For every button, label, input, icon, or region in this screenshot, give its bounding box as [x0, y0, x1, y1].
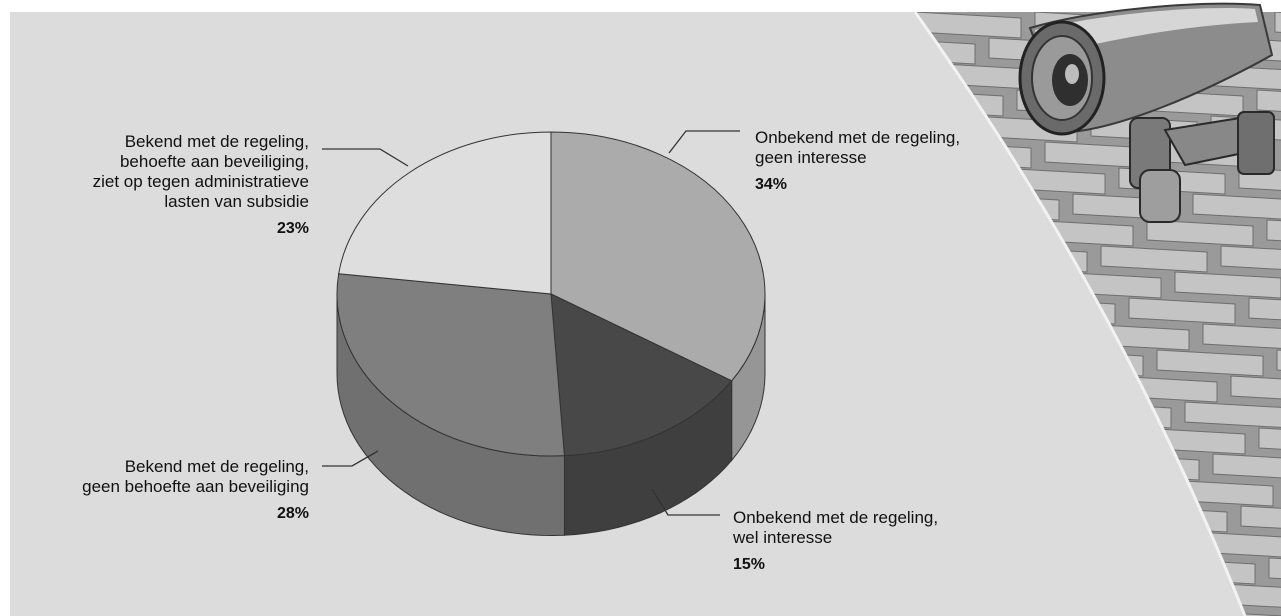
slice-label-onbekend-geen-interesse: Onbekend met de regeling, geen interesse… [755, 128, 960, 195]
slice-percentage: 28% [276, 505, 309, 522]
label-line: Onbekend met de regeling, [755, 128, 961, 147]
slice-label-onbekend-wel-interesse: Onbekend met de regeling, wel interesse … [733, 508, 938, 575]
pie-slice [336, 273, 565, 457]
label-line: geen interesse [755, 148, 867, 167]
pie-slice [338, 131, 552, 295]
leader-line [322, 450, 379, 467]
label-line: ziet op tegen administratieve [92, 172, 309, 191]
label-line: behoefte aan beveiliging, [119, 152, 309, 171]
pie-slice [550, 293, 733, 457]
label-line: Onbekend met de regeling, [733, 508, 939, 527]
pie-slice [550, 131, 766, 382]
leader-line [668, 130, 740, 154]
label-line: Bekend met de regeling, [124, 457, 309, 476]
slice-percentage: 15% [733, 556, 766, 573]
slice-label-bekend-geen-behoefte: Bekend met de regeling, geen behoefte aa… [82, 457, 309, 524]
slice-percentage: 23% [276, 220, 309, 237]
leader-lines [322, 130, 740, 516]
leader-line [651, 488, 720, 516]
security-camera-icon [1018, 2, 1275, 223]
label-line: wel interesse [733, 528, 833, 547]
label-line: geen behoefte aan beveiliging [82, 477, 309, 496]
slice-percentage: 34% [755, 176, 788, 193]
label-line: lasten van subsidie [164, 192, 309, 211]
label-line: Bekend met de regeling, [124, 132, 309, 151]
pie-chart [336, 131, 766, 537]
leader-line [322, 148, 409, 167]
slice-label-bekend-behoefte: Bekend met de regeling, behoefte aan bev… [93, 132, 309, 239]
